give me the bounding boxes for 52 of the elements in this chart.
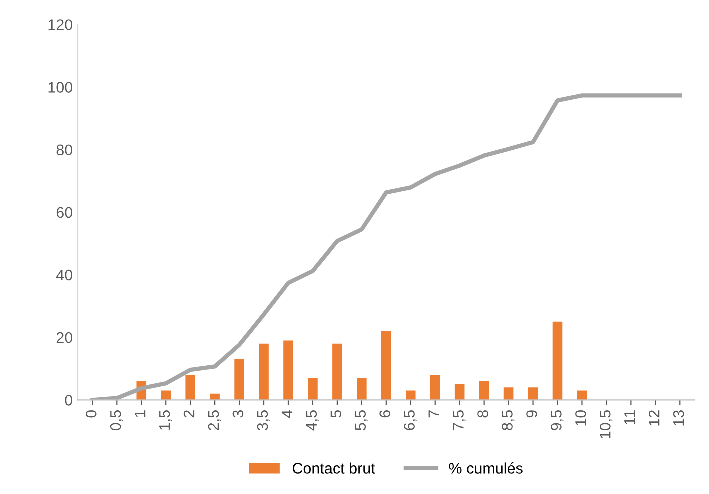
bar [382, 331, 392, 400]
x-tick-label: 4 [282, 410, 292, 418]
bar [186, 375, 196, 400]
bar [357, 378, 367, 400]
bar [552, 322, 563, 400]
x-tick-label: 5,5 [355, 410, 368, 430]
legend-label: % cumulés [449, 462, 523, 474]
x-tick-label: 9,5 [551, 410, 564, 430]
bar [234, 359, 244, 400]
x-tick-label: 12 [648, 410, 660, 426]
bar [454, 384, 465, 400]
bar [308, 378, 318, 400]
x-tick-label: 0,5 [110, 410, 124, 430]
bar [284, 340, 294, 400]
bar [161, 390, 172, 400]
x-tick-label: 13 [673, 410, 684, 426]
x-tick-label: 8,5 [502, 410, 515, 430]
x-tick-label: 7,5 [453, 410, 466, 430]
x-tick-label: 3 [232, 410, 244, 418]
x-tick-label: 10,5 [600, 410, 613, 438]
y-tick-label: 20 [56, 332, 73, 344]
bar [406, 390, 416, 400]
x-tick-label: 8 [478, 410, 488, 418]
bar [332, 344, 342, 400]
x-tick-label: 6 [380, 410, 391, 418]
x-tick-label: 9 [526, 410, 538, 418]
y-tick-label: 0 [65, 395, 73, 406]
bar [259, 344, 269, 400]
y-tick-label: 120 [48, 20, 73, 30]
x-tick-label: 0 [86, 410, 97, 418]
bar [504, 388, 514, 400]
bar [430, 375, 440, 400]
bar [210, 394, 220, 400]
legend-label: Contact brut [292, 462, 376, 474]
x-tick-label: 5 [330, 410, 342, 418]
x-tick-label: 6,5 [404, 410, 417, 430]
y-tick-label: 100 [48, 82, 73, 93]
bar [479, 381, 490, 400]
x-tick-label: 10 [576, 410, 586, 426]
x-tick-label: 7 [428, 410, 440, 418]
bar [528, 388, 538, 400]
line-series [90, 94, 682, 400]
y-tick-label: 40 [56, 270, 73, 281]
y-tick-label: 60 [56, 207, 73, 218]
x-tick-label: 1 [135, 410, 146, 418]
y-tick-label: 80 [56, 144, 73, 156]
x-tick-label: 2,5 [208, 410, 221, 430]
x-tick-label: 2 [184, 410, 195, 418]
x-tick-label: 1,5 [160, 410, 172, 430]
x-tick-label: 4,5 [306, 410, 319, 431]
x-tick-label: 3,5 [257, 410, 270, 431]
x-tick-label: 11 [624, 410, 636, 425]
